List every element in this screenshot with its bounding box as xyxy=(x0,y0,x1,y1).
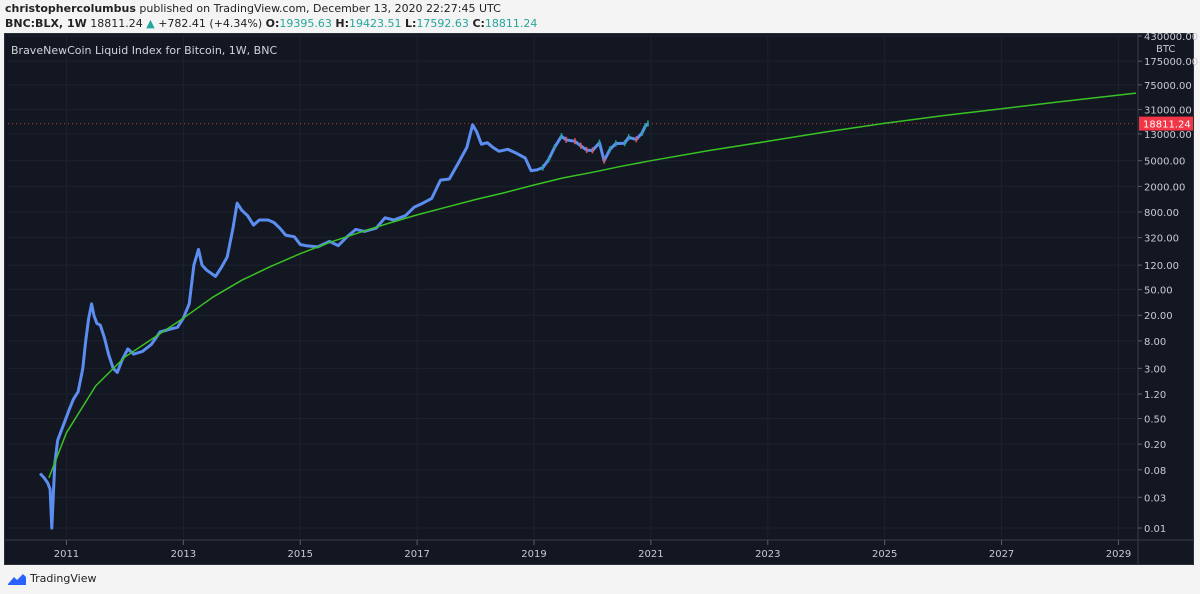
publish-line: christophercolumbus published on Trading… xyxy=(5,2,501,16)
tradingview-brand: TradingView xyxy=(30,572,97,585)
high-value: 19423.51 xyxy=(349,17,402,30)
tradingview-logo[interactable]: TradingView xyxy=(8,572,96,585)
open-label: O: xyxy=(265,17,280,30)
high-label: H: xyxy=(335,17,350,30)
close-label: C: xyxy=(472,17,485,30)
last-price: 18811.24 xyxy=(90,17,143,30)
open-value: 19395.63 xyxy=(279,17,332,30)
ticker-line: BNC:BLX, 1W 18811.24 ▲ +782.41 (+4.34%) … xyxy=(5,17,537,31)
low-value: 17592.63 xyxy=(416,17,469,30)
close-value: 18811.24 xyxy=(484,17,538,30)
low-label: L: xyxy=(405,17,417,30)
chart-frame[interactable] xyxy=(4,33,1194,565)
author-name[interactable]: christophercolumbus xyxy=(5,2,136,15)
tradingview-logo-icon xyxy=(8,573,26,585)
publish-info: published on TradingView.com, December 1… xyxy=(139,2,501,15)
price-change: +782.41 (+4.34%) xyxy=(158,17,263,30)
up-triangle-icon: ▲ xyxy=(146,17,155,30)
symbol-label: BNC:BLX, 1W xyxy=(5,17,87,30)
chart-title: BraveNewCoin Liquid Index for Bitcoin, 1… xyxy=(11,44,278,57)
